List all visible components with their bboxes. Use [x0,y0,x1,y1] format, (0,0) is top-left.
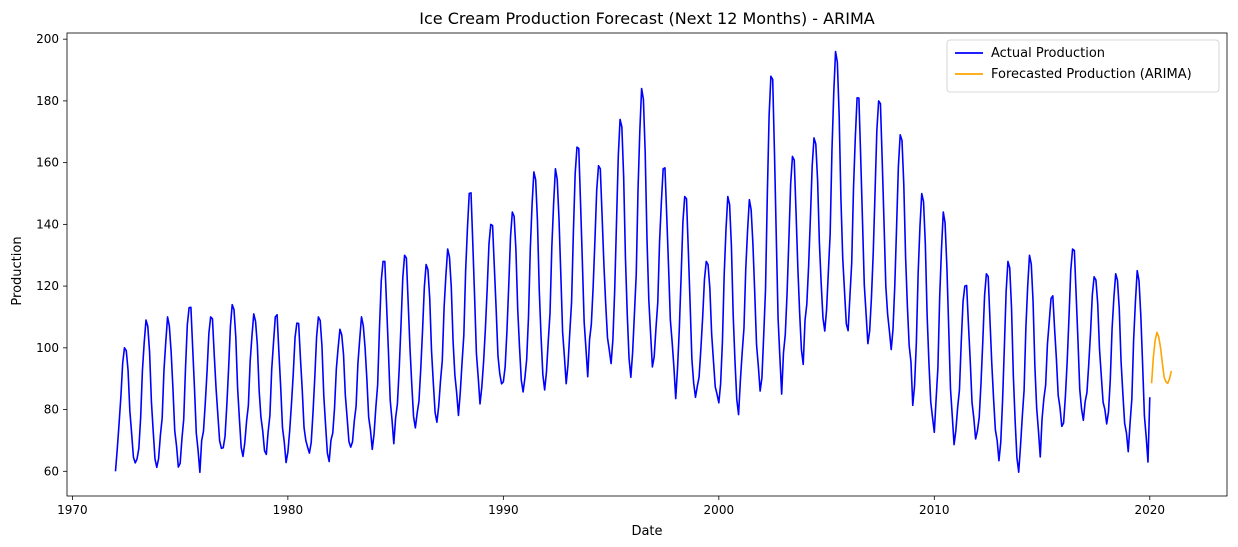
x-tick-label: 2010 [919,503,950,517]
y-tick-label: 180 [36,94,59,108]
plot-area: 1970 1980 1990 2000 2010 2020 60 80 100 120 140 160… [36,32,1228,517]
y-tick-label: 160 [36,156,59,170]
x-tick-label: 2020 [1135,503,1166,517]
y-tick-label: 100 [36,341,59,355]
legend: Actual Production Forecasted Production (… [946,39,1220,93]
legend-box [946,39,1220,93]
y-tick-label: 80 [44,403,59,417]
x-tick-label: 2000 [704,503,735,517]
y-tick-label: 120 [36,279,59,293]
y-tick-label: 140 [36,217,59,231]
chart-title: Ice Cream Production Forecast (Next 12 M… [419,9,874,28]
x-axis-title: Date [631,524,662,539]
x-tick-label: 1990 [488,503,519,517]
y-tick-label: 200 [36,32,59,46]
legend-label: Actual Production [991,46,1105,61]
forecast-production-line [1150,331,1173,385]
x-tick-label: 1970 [57,503,88,517]
legend-label: Forecasted Production (ARIMA) [991,67,1192,82]
y-tick-label: 60 [44,464,59,478]
x-tick-label: 1980 [273,503,304,517]
plot-frame [66,32,1228,497]
actual-production-line [114,50,1151,474]
y-axis-title: Production [10,236,25,305]
